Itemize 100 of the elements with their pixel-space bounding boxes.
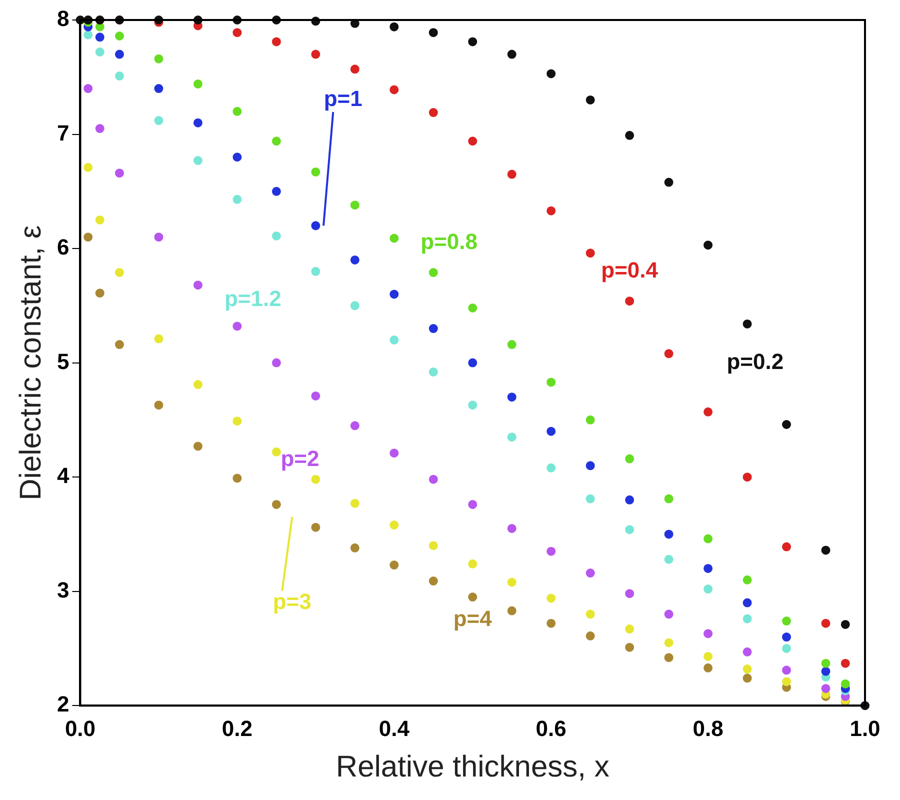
point <box>193 156 202 166</box>
point <box>350 64 360 74</box>
point <box>546 618 556 628</box>
point <box>546 69 556 78</box>
point <box>742 647 752 656</box>
point <box>507 606 516 616</box>
point <box>586 568 595 578</box>
point <box>664 349 674 358</box>
point <box>507 578 516 587</box>
point <box>507 170 516 179</box>
point <box>625 642 634 652</box>
point <box>625 296 634 306</box>
point <box>311 167 320 176</box>
point <box>704 584 713 594</box>
y-tick-label: 8 <box>56 6 70 32</box>
point <box>390 234 399 243</box>
point <box>95 288 104 298</box>
point <box>664 494 674 504</box>
point <box>742 575 752 584</box>
point <box>114 340 124 350</box>
point <box>95 47 104 56</box>
point <box>586 610 595 619</box>
x-axis-title: Relative thickness, x <box>336 750 610 784</box>
point <box>840 679 850 688</box>
point <box>311 474 320 484</box>
y-axis-title: Dielectric constant, ε <box>14 225 48 500</box>
point <box>154 116 164 126</box>
point <box>95 32 104 42</box>
point <box>821 658 830 668</box>
point <box>114 268 124 278</box>
point <box>664 178 674 187</box>
point <box>625 525 634 534</box>
point <box>625 589 634 598</box>
point <box>311 221 320 230</box>
point <box>782 677 792 686</box>
point <box>193 79 202 88</box>
point <box>586 631 595 640</box>
point <box>390 85 399 94</box>
point <box>428 108 438 118</box>
point <box>390 520 399 530</box>
point <box>311 50 320 59</box>
series-label: p=1.2 <box>224 286 282 312</box>
point <box>742 472 752 482</box>
point <box>272 500 281 509</box>
point <box>742 614 752 624</box>
point <box>193 280 202 290</box>
point <box>390 22 399 32</box>
point <box>664 530 674 539</box>
point <box>782 616 792 626</box>
point <box>586 494 595 504</box>
point <box>232 194 242 204</box>
point <box>84 232 93 242</box>
point <box>840 620 850 629</box>
point <box>232 28 242 38</box>
point <box>95 124 104 134</box>
point <box>272 186 281 196</box>
point <box>350 543 360 552</box>
point <box>428 576 438 586</box>
point <box>664 638 674 648</box>
point <box>95 215 104 224</box>
point <box>664 554 674 564</box>
series-label: p=0.4 <box>601 257 659 282</box>
point <box>428 268 438 278</box>
point <box>840 658 850 668</box>
point <box>311 522 320 532</box>
x-tick-label: 0.8 <box>692 716 724 741</box>
point <box>468 358 478 368</box>
point <box>782 644 792 653</box>
x-tick-label: 0.0 <box>64 716 96 741</box>
point <box>232 106 242 116</box>
point <box>507 340 516 350</box>
point <box>428 324 438 334</box>
point <box>428 28 438 38</box>
point <box>350 301 360 310</box>
x-tick-label: 0.4 <box>378 716 410 741</box>
y-tick-label: 3 <box>56 577 70 602</box>
point <box>742 319 752 328</box>
point <box>704 564 713 573</box>
point <box>311 391 320 400</box>
point <box>154 334 164 344</box>
point <box>625 624 634 634</box>
point <box>704 652 713 661</box>
point <box>507 524 516 533</box>
point <box>232 152 242 162</box>
point <box>821 618 830 628</box>
point <box>704 534 713 544</box>
point <box>154 84 164 94</box>
point <box>546 546 556 556</box>
point <box>390 448 399 458</box>
text: p=1 <box>324 86 362 112</box>
point <box>350 255 360 264</box>
point <box>742 598 752 608</box>
point <box>546 463 556 472</box>
point <box>546 206 556 216</box>
point <box>350 498 360 508</box>
point <box>468 37 478 46</box>
point <box>428 541 438 550</box>
point <box>586 461 595 470</box>
point <box>390 290 399 299</box>
point <box>232 322 242 331</box>
